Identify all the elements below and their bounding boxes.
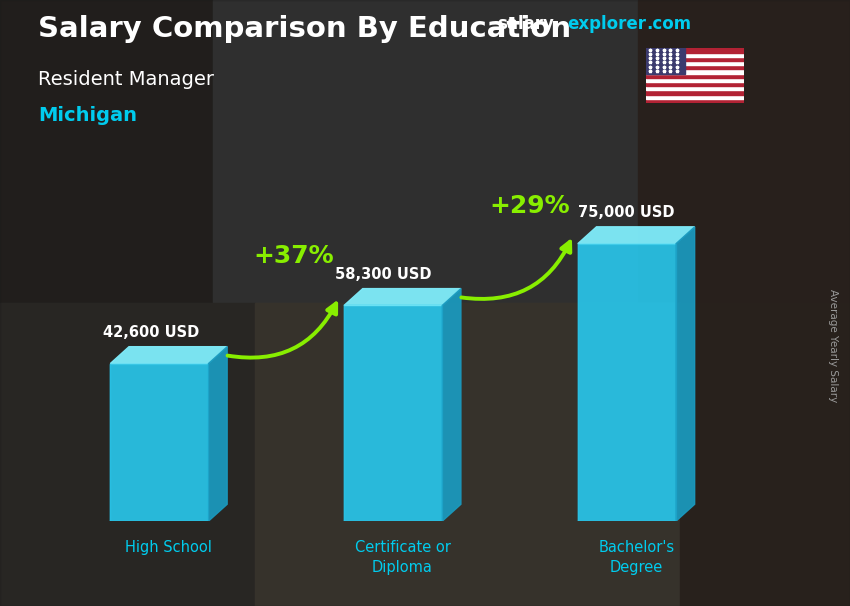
Text: Bachelor's
Degree: Bachelor's Degree	[598, 541, 674, 575]
Bar	[0, 0, 212, 303]
Bar	[646, 65, 744, 70]
Bar	[646, 57, 744, 61]
Polygon shape	[578, 244, 676, 521]
Text: High School: High School	[125, 541, 212, 556]
Bar	[646, 99, 744, 103]
Text: Salary Comparison By Education: Salary Comparison By Education	[38, 15, 571, 43]
Text: Michigan: Michigan	[38, 106, 137, 125]
Bar	[638, 0, 850, 303]
Bar	[646, 95, 744, 99]
Polygon shape	[442, 288, 461, 521]
Bar	[646, 61, 744, 65]
Bar	[0, 303, 255, 606]
Polygon shape	[110, 364, 208, 521]
Polygon shape	[344, 288, 461, 305]
Text: Certificate or
Diploma: Certificate or Diploma	[354, 541, 450, 575]
Bar	[646, 78, 744, 82]
Bar	[646, 74, 744, 78]
Text: explorer: explorer	[567, 15, 646, 33]
Bar	[255, 303, 680, 606]
Text: salary: salary	[497, 15, 554, 33]
Text: 58,300 USD: 58,300 USD	[335, 267, 431, 282]
Text: Average Yearly Salary: Average Yearly Salary	[828, 289, 838, 402]
Bar	[680, 303, 850, 606]
Polygon shape	[208, 347, 227, 521]
Polygon shape	[344, 305, 442, 521]
Bar	[646, 48, 685, 74]
Bar	[646, 70, 744, 74]
Bar	[646, 53, 744, 57]
Text: .com: .com	[646, 15, 691, 33]
Text: 75,000 USD: 75,000 USD	[578, 205, 674, 220]
Bar	[646, 86, 744, 90]
Text: Resident Manager: Resident Manager	[38, 70, 214, 88]
Polygon shape	[578, 227, 694, 244]
Text: +37%: +37%	[253, 244, 334, 268]
Text: +29%: +29%	[490, 195, 570, 218]
Polygon shape	[676, 227, 694, 521]
Bar	[212, 0, 638, 303]
Text: 42,600 USD: 42,600 USD	[104, 325, 200, 339]
Bar	[646, 90, 744, 95]
Polygon shape	[110, 347, 227, 364]
Bar	[646, 48, 744, 53]
Bar	[646, 82, 744, 86]
